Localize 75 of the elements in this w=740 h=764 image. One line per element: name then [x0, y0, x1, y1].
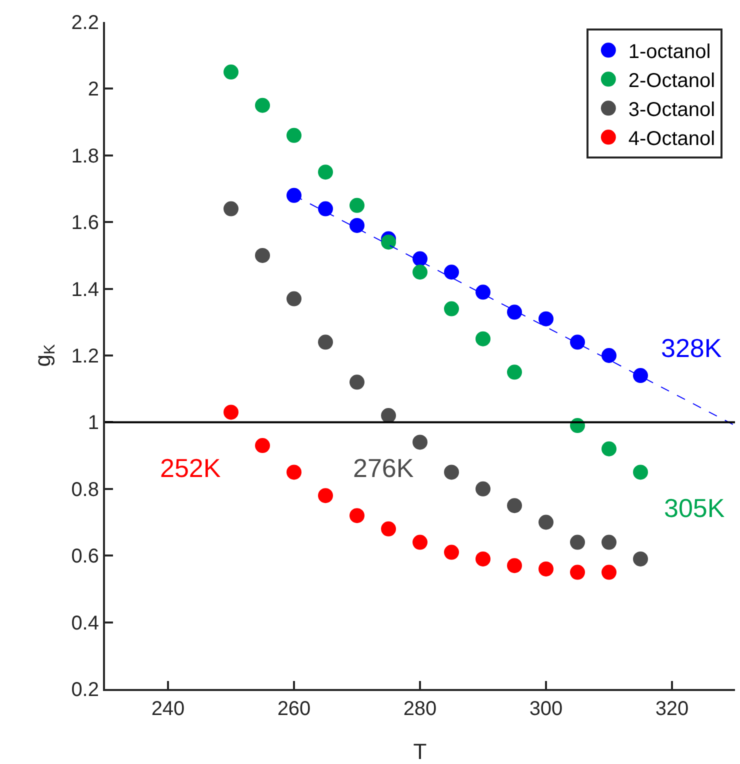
point	[350, 198, 364, 213]
legend-label: 3-Octanol	[628, 98, 716, 121]
annotation: 305K	[664, 493, 726, 523]
legend-label: 1-octanol	[628, 40, 711, 63]
y-tick-label: 1.6	[71, 212, 99, 234]
point	[444, 544, 459, 560]
x-tick-label: 300	[529, 698, 563, 720]
point	[350, 508, 364, 524]
point	[412, 434, 428, 450]
point	[476, 481, 490, 496]
point	[538, 561, 554, 576]
point	[350, 218, 364, 233]
point	[255, 98, 270, 113]
point	[255, 248, 270, 263]
y-tick-label: 1.4	[71, 278, 99, 301]
point	[286, 128, 302, 143]
point	[412, 534, 428, 550]
point	[538, 514, 554, 530]
point	[570, 564, 585, 580]
annotation: 252K	[160, 453, 222, 483]
x-tick-label: 240	[151, 698, 185, 720]
point	[286, 464, 302, 480]
y-tick-label: 1.2	[71, 346, 99, 368]
y-tick-label: 0.4	[71, 612, 99, 634]
y-tick-label: 1	[88, 412, 99, 434]
point	[507, 364, 522, 380]
point	[476, 284, 490, 300]
point	[255, 438, 270, 454]
point	[444, 464, 459, 480]
point	[476, 331, 490, 346]
point	[318, 201, 333, 216]
point	[318, 164, 333, 180]
point	[381, 521, 396, 536]
annotation: 276K	[353, 453, 414, 483]
legend-label: 4-Octanol	[628, 128, 716, 150]
point	[381, 234, 396, 250]
y-tick-label: 2.2	[71, 12, 99, 34]
point	[602, 441, 616, 456]
point	[444, 264, 459, 280]
point	[476, 551, 490, 566]
x-tick-label: 320	[655, 698, 689, 720]
y-tick-label: 0.6	[71, 546, 99, 568]
point	[633, 551, 648, 566]
point	[444, 301, 459, 316]
point	[286, 291, 302, 306]
y-tick-label: 0.8	[71, 478, 99, 501]
point	[602, 564, 616, 580]
x-axis-title: T	[413, 739, 427, 764]
legend-label: 2-Octanol	[628, 70, 716, 92]
x-tick-label: 280	[403, 698, 437, 720]
point	[570, 334, 585, 350]
point	[633, 464, 648, 480]
y-tick-label: 1.8	[71, 145, 99, 168]
point	[633, 368, 648, 384]
point	[286, 188, 302, 203]
y-tick-label: 2	[88, 78, 99, 101]
point	[412, 264, 428, 280]
point	[318, 488, 333, 504]
point	[602, 348, 616, 363]
point	[538, 311, 554, 326]
point	[412, 251, 428, 266]
point	[224, 404, 238, 420]
point	[507, 558, 522, 574]
point	[507, 498, 522, 514]
point	[318, 334, 333, 350]
point	[224, 64, 238, 80]
x-tick-label: 260	[277, 698, 311, 720]
point	[224, 201, 238, 216]
point	[602, 534, 616, 550]
point	[507, 304, 522, 320]
point	[350, 374, 364, 390]
annotation: 328K	[661, 333, 722, 363]
y-tick-label: 0.2	[71, 679, 99, 701]
point	[381, 408, 396, 424]
point	[570, 534, 585, 550]
